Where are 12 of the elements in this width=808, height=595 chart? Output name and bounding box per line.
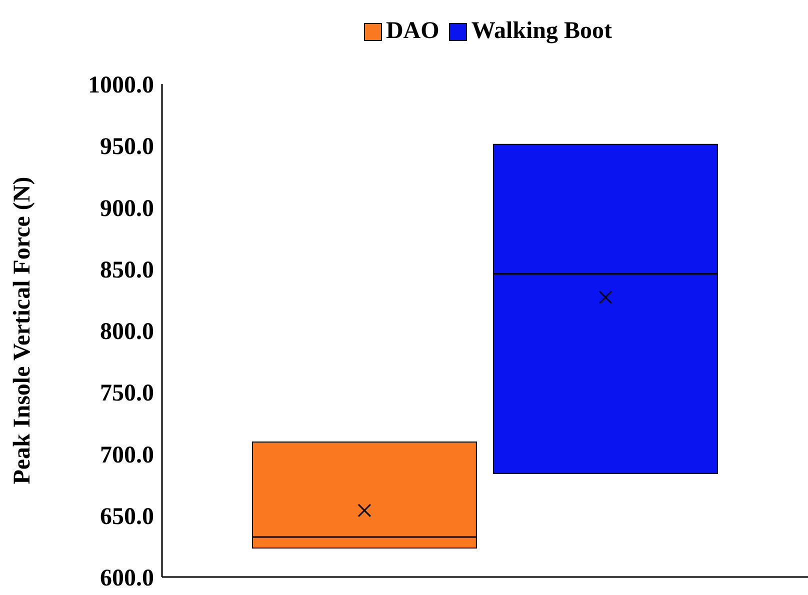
y-tick-label: 850.0 — [100, 257, 154, 284]
y-tick-label: 950.0 — [100, 134, 154, 160]
legend-label: Walking Boot — [470, 18, 612, 45]
y-tick-label: 1000.0 — [88, 72, 154, 99]
y-tick-label: 600.0 — [100, 566, 154, 592]
y-tick-label: 900.0 — [100, 196, 154, 222]
y-axis-title: Peak Insole Vertical Force (N) — [10, 176, 36, 484]
y-tick-label: 750.0 — [100, 380, 154, 407]
y-tick-label: 800.0 — [100, 319, 154, 346]
y-tick-label: 650.0 — [100, 504, 154, 530]
legend-label: DAO — [384, 18, 440, 45]
y-tick-label: 700.0 — [100, 442, 154, 468]
